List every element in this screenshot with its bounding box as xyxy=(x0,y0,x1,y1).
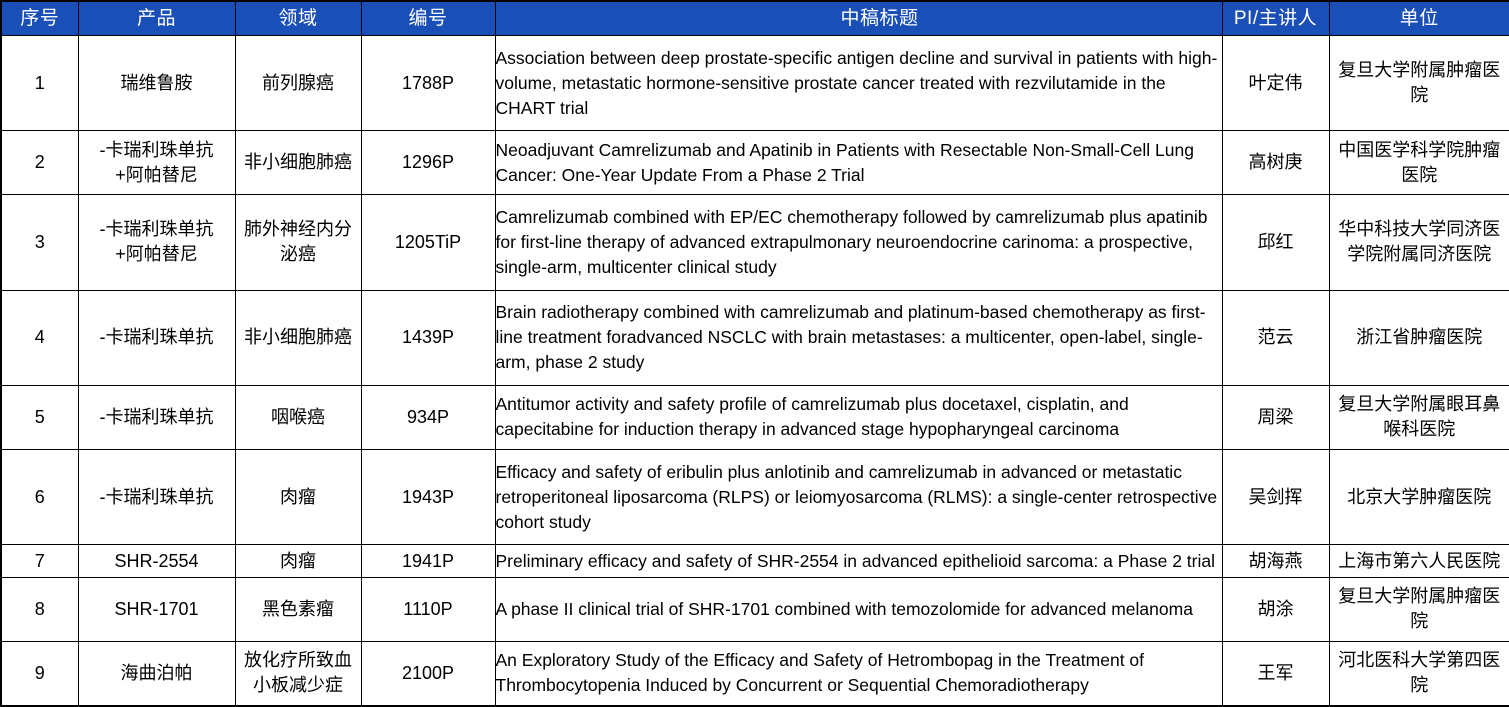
column-header-code: 编号 xyxy=(360,0,496,36)
table-header: 序号 产品 领域 编号 中稿标题 PI/主讲人 单位 xyxy=(0,0,1509,36)
cell-product: 海曲泊帕 xyxy=(77,640,236,707)
table-header-row: 序号 产品 领域 编号 中稿标题 PI/主讲人 单位 xyxy=(0,0,1509,36)
cell-title: Efficacy and safety of eribulin plus anl… xyxy=(494,448,1223,546)
cell-unit: 复旦大学附属肿瘤医院 xyxy=(1328,576,1509,642)
column-header-seq: 序号 xyxy=(0,0,79,36)
cell-product: -卡瑞利珠单抗 +阿帕替尼 xyxy=(77,194,236,291)
cell-pi: 胡涂 xyxy=(1221,576,1330,642)
cell-code: 1296P xyxy=(360,130,496,196)
cell-field: 咽喉癌 xyxy=(234,384,362,450)
table-row: 2 -卡瑞利珠单抗 +阿帕替尼 非小细胞肺癌 1296P Neoadjuvant… xyxy=(0,130,1509,196)
cell-title: Neoadjuvant Camrelizumab and Apatinib in… xyxy=(494,130,1223,196)
cell-title: Association between deep prostate-specif… xyxy=(494,34,1223,132)
cell-product: -卡瑞利珠单抗 xyxy=(77,448,236,546)
cell-title: Camrelizumab combined with EP/EC chemoth… xyxy=(494,194,1223,291)
table-row: 3 -卡瑞利珠单抗 +阿帕替尼 肺外神经内分泌癌 1205TiP Camreli… xyxy=(0,194,1509,291)
cell-code: 1205TiP xyxy=(360,194,496,291)
cell-code: 1788P xyxy=(360,34,496,132)
cell-product: -卡瑞利珠单抗 xyxy=(77,384,236,450)
column-header-product: 产品 xyxy=(77,0,236,36)
table-row: 6 -卡瑞利珠单抗 肉瘤 1943P Efficacy and safety o… xyxy=(0,448,1509,546)
cell-pi: 叶定伟 xyxy=(1221,34,1330,132)
cell-field: 肺外神经内分泌癌 xyxy=(234,194,362,291)
table-row: 4 -卡瑞利珠单抗 非小细胞肺癌 1439P Brain radiotherap… xyxy=(0,289,1509,386)
column-header-field: 领域 xyxy=(234,0,362,36)
cell-pi: 王军 xyxy=(1221,640,1330,707)
cell-seq: 5 xyxy=(0,384,79,450)
cell-product: SHR-1701 xyxy=(77,576,236,642)
cell-unit: 上海市第六人民医院 xyxy=(1328,544,1509,578)
cell-unit: 华中科技大学同济医学院附属同济医院 xyxy=(1328,194,1509,291)
cell-unit: 北京大学肿瘤医院 xyxy=(1328,448,1509,546)
cell-title: An Exploratory Study of the Efficacy and… xyxy=(494,640,1223,707)
cell-title: Antitumor activity and safety profile of… xyxy=(494,384,1223,450)
cell-field: 前列腺癌 xyxy=(234,34,362,132)
cell-field: 肉瘤 xyxy=(234,448,362,546)
cell-field: 非小细胞肺癌 xyxy=(234,130,362,196)
cell-seq: 3 xyxy=(0,194,79,291)
cell-pi: 周梁 xyxy=(1221,384,1330,450)
cell-product: SHR-2554 xyxy=(77,544,236,578)
column-header-unit: 单位 xyxy=(1328,0,1509,36)
cell-pi: 胡海燕 xyxy=(1221,544,1330,578)
cell-code: 2100P xyxy=(360,640,496,707)
cell-field: 肉瘤 xyxy=(234,544,362,578)
table-body: 1 瑞维鲁胺 前列腺癌 1788P Association between de… xyxy=(0,34,1509,707)
cell-code: 1439P xyxy=(360,289,496,386)
cell-unit: 复旦大学附属眼耳鼻喉科医院 xyxy=(1328,384,1509,450)
cell-seq: 8 xyxy=(0,576,79,642)
cell-title: A phase II clinical trial of SHR-1701 co… xyxy=(494,576,1223,642)
table-row: 1 瑞维鲁胺 前列腺癌 1788P Association between de… xyxy=(0,34,1509,132)
cell-pi: 吴剑挥 xyxy=(1221,448,1330,546)
cell-field: 黑色素瘤 xyxy=(234,576,362,642)
cell-seq: 9 xyxy=(0,640,79,707)
cell-code: 1110P xyxy=(360,576,496,642)
cell-field: 放化疗所致血小板减少症 xyxy=(234,640,362,707)
cell-code: 1941P xyxy=(360,544,496,578)
cell-seq: 7 xyxy=(0,544,79,578)
cell-product: -卡瑞利珠单抗 +阿帕替尼 xyxy=(77,130,236,196)
cell-title: Preliminary efficacy and safety of SHR-2… xyxy=(494,544,1223,578)
cell-seq: 1 xyxy=(0,34,79,132)
cell-pi: 邱红 xyxy=(1221,194,1330,291)
cell-unit: 河北医科大学第四医院 xyxy=(1328,640,1509,707)
table-row: 8 SHR-1701 黑色素瘤 1110P A phase II clinica… xyxy=(0,576,1509,642)
cell-pi: 范云 xyxy=(1221,289,1330,386)
cell-seq: 6 xyxy=(0,448,79,546)
cell-product: 瑞维鲁胺 xyxy=(77,34,236,132)
cell-title: Brain radiotherapy combined with camreli… xyxy=(494,289,1223,386)
cell-code: 1943P xyxy=(360,448,496,546)
cell-unit: 中国医学科学院肿瘤医院 xyxy=(1328,130,1509,196)
cell-pi: 高树庚 xyxy=(1221,130,1330,196)
column-header-title: 中稿标题 xyxy=(494,0,1223,36)
cell-field: 非小细胞肺癌 xyxy=(234,289,362,386)
cell-seq: 4 xyxy=(0,289,79,386)
cell-seq: 2 xyxy=(0,130,79,196)
table-row: 9 海曲泊帕 放化疗所致血小板减少症 2100P An Exploratory … xyxy=(0,640,1509,707)
cell-unit: 复旦大学附属肿瘤医院 xyxy=(1328,34,1509,132)
table-row: 7 SHR-2554 肉瘤 1941P Preliminary efficacy… xyxy=(0,544,1509,578)
cell-product: -卡瑞利珠单抗 xyxy=(77,289,236,386)
column-header-pi: PI/主讲人 xyxy=(1221,0,1330,36)
cell-unit: 浙江省肿瘤医院 xyxy=(1328,289,1509,386)
table-row: 5 -卡瑞利珠单抗 咽喉癌 934P Antitumor activity an… xyxy=(0,384,1509,450)
cell-code: 934P xyxy=(360,384,496,450)
